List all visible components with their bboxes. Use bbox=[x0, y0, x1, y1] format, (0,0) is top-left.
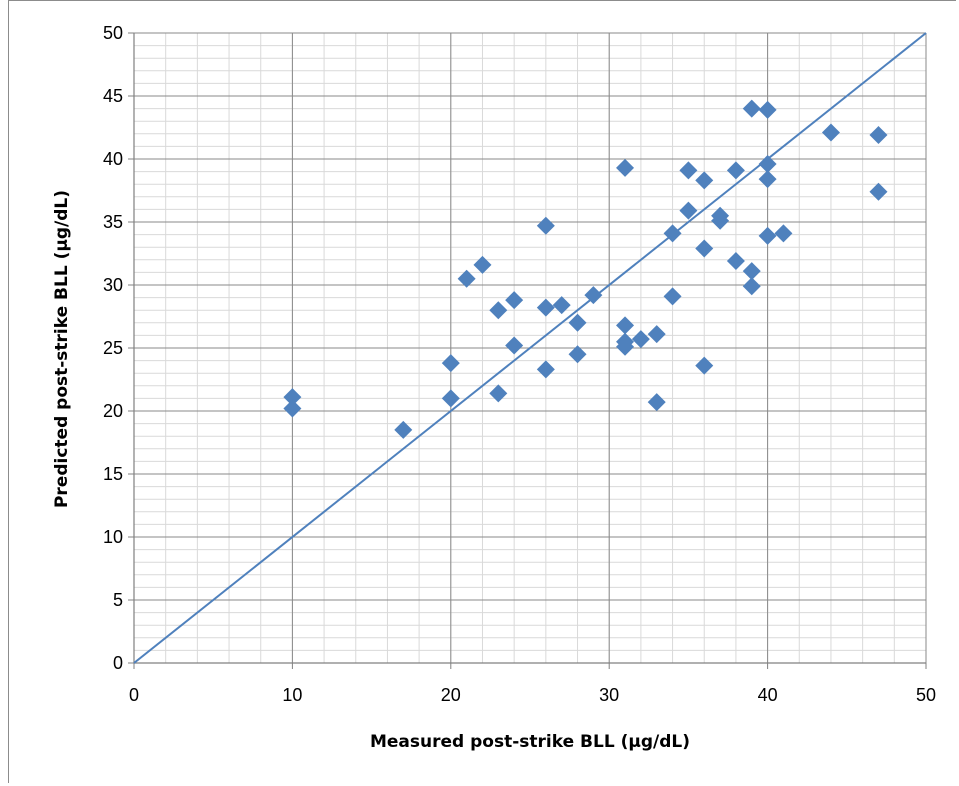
y-tick-label: 15 bbox=[103, 464, 123, 484]
y-tick-label: 10 bbox=[103, 527, 123, 547]
data-point bbox=[616, 158, 635, 177]
data-point bbox=[758, 170, 777, 189]
y-tick-label: 5 bbox=[113, 590, 123, 610]
data-point bbox=[536, 360, 555, 379]
y-tick-label: 20 bbox=[103, 401, 123, 421]
data-point bbox=[584, 286, 603, 305]
data-point bbox=[679, 201, 698, 220]
data-point bbox=[536, 216, 555, 235]
data-point bbox=[552, 296, 571, 315]
data-point bbox=[489, 301, 508, 320]
data-point bbox=[631, 330, 650, 349]
data-point bbox=[505, 336, 524, 355]
data-point bbox=[758, 155, 777, 174]
data-point bbox=[663, 224, 682, 243]
x-axis-label: Measured post-strike BLL (µg/dL) bbox=[370, 732, 690, 752]
data-point bbox=[758, 226, 777, 245]
x-tick-label: 50 bbox=[916, 685, 936, 705]
data-point bbox=[869, 182, 888, 201]
data-point bbox=[283, 388, 302, 407]
data-point bbox=[568, 345, 587, 364]
y-tick-label: 35 bbox=[103, 212, 123, 232]
data-point bbox=[758, 100, 777, 119]
data-point bbox=[821, 123, 840, 142]
data-point bbox=[647, 325, 666, 344]
data-point bbox=[695, 171, 714, 190]
reference-line bbox=[133, 32, 927, 664]
data-point bbox=[489, 384, 508, 403]
data-point bbox=[616, 316, 635, 335]
y-tick-label: 45 bbox=[103, 86, 123, 106]
y-tick-label: 25 bbox=[103, 338, 123, 358]
data-point bbox=[742, 99, 761, 118]
data-point bbox=[394, 420, 413, 439]
x-tick-label: 10 bbox=[282, 685, 302, 705]
tick-labels: 0 10 20 30 40 50 0 5 10 15 20 25 30 35 40 45 50 bbox=[103, 23, 936, 705]
data-point bbox=[742, 277, 761, 296]
data-point bbox=[283, 399, 302, 418]
y-tick-label: 0 bbox=[113, 653, 123, 673]
y-tick-label: 40 bbox=[103, 149, 123, 169]
y-axis-label: Predicted post-strike BLL (µg/dL) bbox=[52, 190, 72, 508]
y-tick-label: 50 bbox=[103, 23, 123, 43]
y-tick-label: 30 bbox=[103, 275, 123, 295]
data-point bbox=[647, 393, 666, 412]
data-point bbox=[695, 239, 714, 258]
data-point bbox=[536, 298, 555, 317]
data-point bbox=[711, 211, 730, 230]
reference-line-group bbox=[133, 32, 927, 664]
data-point bbox=[742, 262, 761, 281]
data-point bbox=[726, 161, 745, 180]
data-point bbox=[869, 126, 888, 145]
data-point bbox=[568, 313, 587, 332]
data-point bbox=[441, 389, 460, 408]
data-point bbox=[505, 291, 524, 310]
data-point bbox=[695, 356, 714, 375]
data-point bbox=[726, 252, 745, 271]
x-tick-label: 40 bbox=[758, 685, 778, 705]
data-point bbox=[663, 287, 682, 306]
data-point bbox=[473, 255, 492, 274]
data-point bbox=[441, 354, 460, 373]
axes bbox=[128, 32, 927, 669]
chart-frame bbox=[8, 0, 956, 783]
data-point bbox=[679, 161, 698, 180]
data-point bbox=[616, 337, 635, 356]
x-tick-label: 30 bbox=[599, 685, 619, 705]
data-point bbox=[457, 269, 476, 288]
data-point bbox=[774, 224, 793, 243]
x-tick-label: 20 bbox=[441, 685, 461, 705]
data-points bbox=[283, 99, 888, 439]
x-tick-label: 0 bbox=[129, 685, 139, 705]
